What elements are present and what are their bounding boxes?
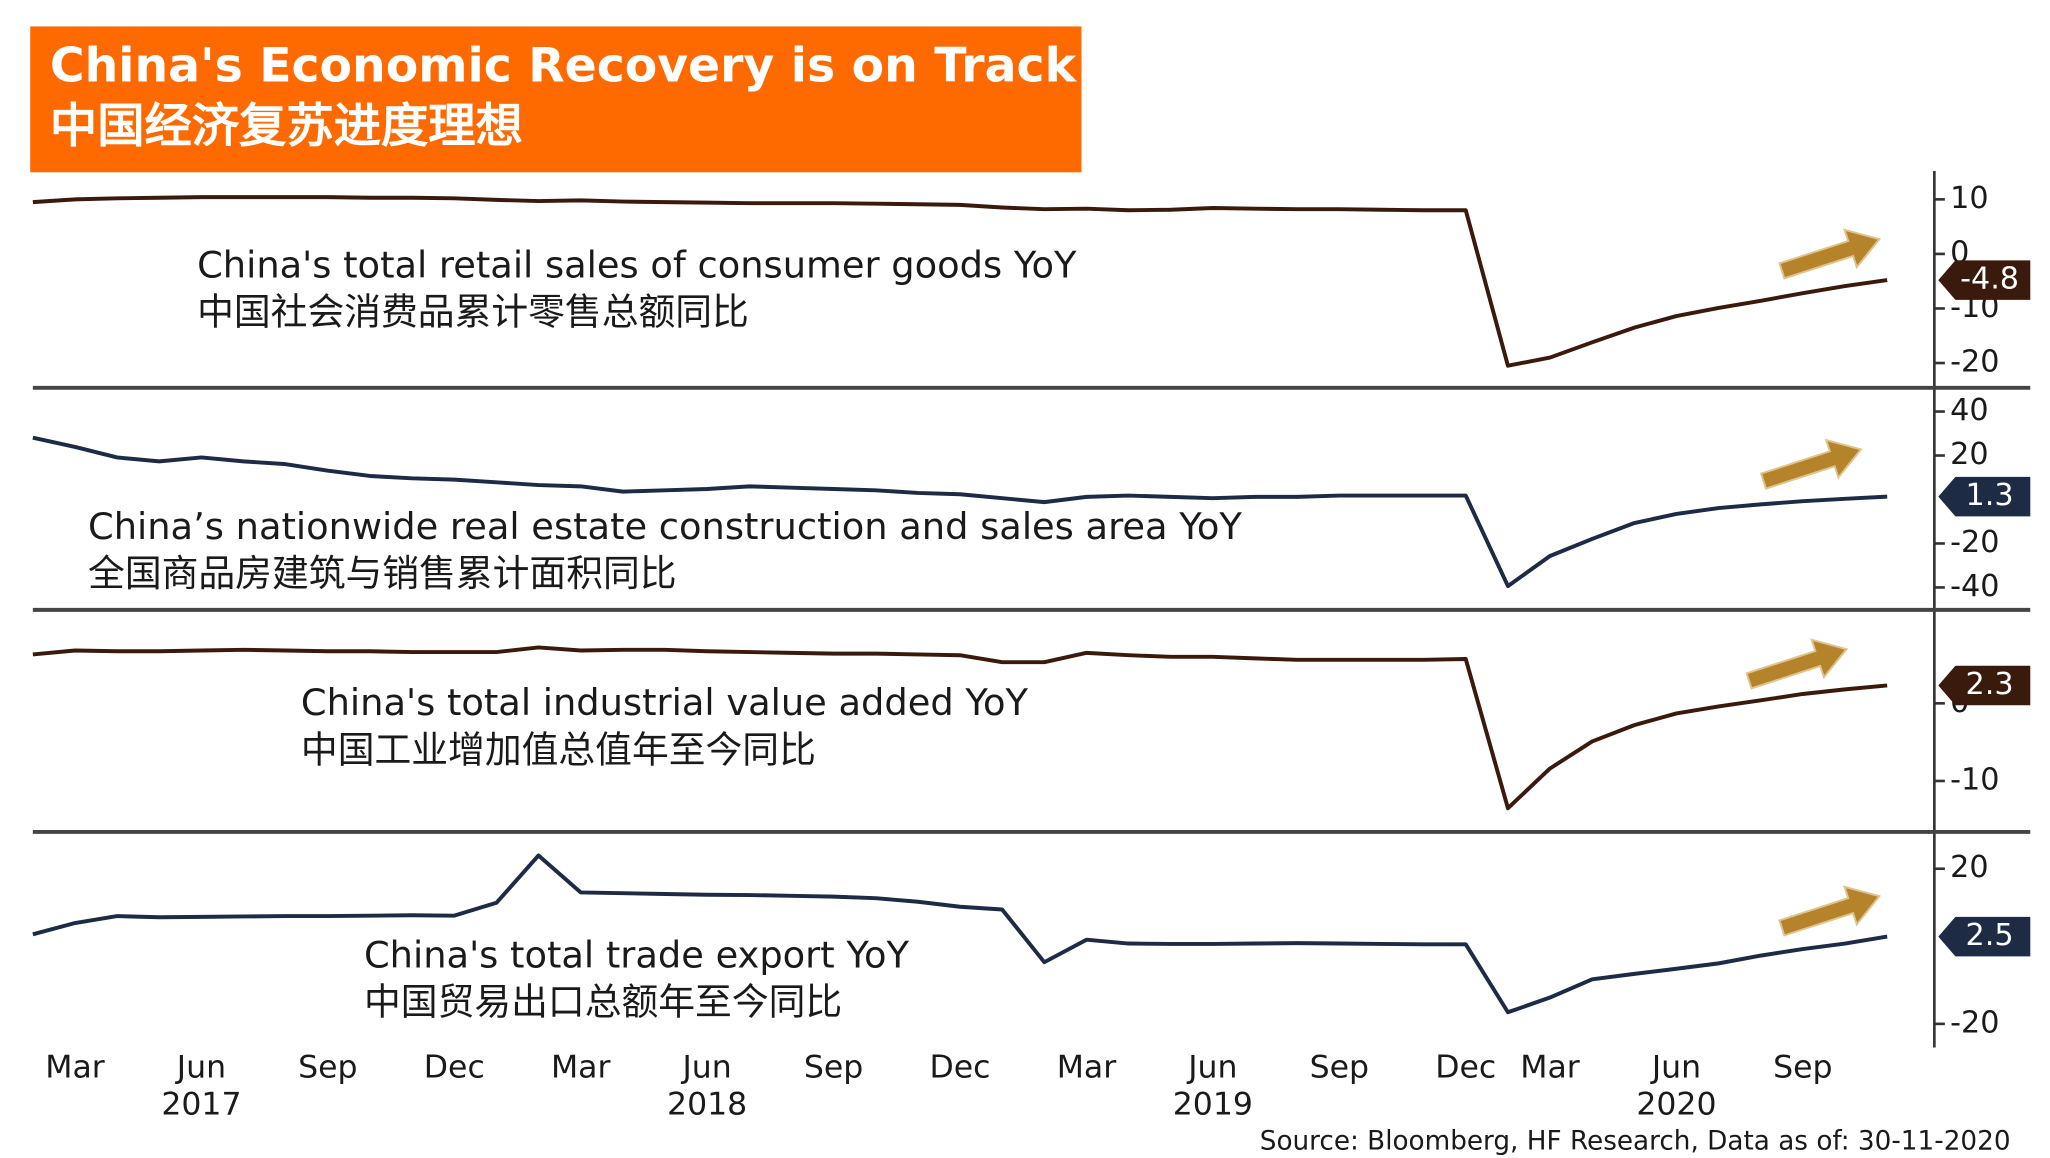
panel-subtitle: 中国社会消费品累计零售总额同比 <box>197 291 749 334</box>
y-tick-label: -20 <box>1950 1005 1999 1040</box>
panel-title: China's total industrial value added YoY <box>301 681 1029 724</box>
x-tick-label: Mar <box>45 1050 105 1086</box>
value-label-box <box>1938 476 2031 517</box>
header-subtitle: 中国经济复苏进度理想 <box>50 99 523 154</box>
y-tick-label: 20 <box>1950 437 1988 472</box>
y-tick-label: 20 <box>1950 850 1988 885</box>
arrow <box>1778 228 1882 280</box>
x-tick-label: Sep <box>1310 1050 1369 1086</box>
arrow <box>1778 885 1882 937</box>
panel-subtitle: 全国商品房建筑与销售累计面积同比 <box>88 552 677 595</box>
panel-title: China's total trade export YoY <box>364 933 909 976</box>
panel-subtitle: 中国工业增加值总值年至今同比 <box>301 728 816 771</box>
header-title: China's Economic Recovery is on Track <box>50 38 1078 93</box>
arrow <box>1745 638 1849 690</box>
value-label: 2.5 <box>1966 918 2014 953</box>
x-year-label: 2019 <box>1173 1086 1253 1122</box>
x-tick-label: Mar <box>551 1050 611 1086</box>
series-line <box>32 195 1888 368</box>
x-year-label: 2017 <box>161 1086 241 1122</box>
series-line <box>32 853 1888 1015</box>
value-label: 1.3 <box>1966 478 2014 513</box>
y-tick-label: -20 <box>1950 345 1999 380</box>
x-tick-label: Dec <box>424 1050 485 1086</box>
x-tick-label: Jun <box>1650 1050 1701 1086</box>
y-tick-label: -20 <box>1950 525 1999 560</box>
x-tick-label: Sep <box>298 1050 357 1086</box>
panel-subtitle: 中国贸易出口总额年至今同比 <box>364 981 842 1024</box>
header-box <box>30 26 1082 173</box>
x-tick-label: Sep <box>1773 1050 1832 1086</box>
x-tick-label: Mar <box>1520 1050 1580 1086</box>
y-tick-label: -10 <box>1950 762 1999 797</box>
x-tick-label: Mar <box>1057 1050 1117 1086</box>
source: Source: Bloomberg, HF Research, Data as … <box>1260 1127 2011 1157</box>
value-label: -4.8 <box>1960 262 2019 297</box>
value-label: 2.3 <box>1966 667 2014 702</box>
arrows <box>1745 228 1882 937</box>
series-line <box>32 645 1888 811</box>
value-label-box <box>1938 916 2031 957</box>
x-year-label: 2020 <box>1636 1086 1716 1122</box>
y-tick-label: 40 <box>1950 393 1988 428</box>
x-tick-label: Jun <box>1186 1050 1237 1086</box>
x-tick-label: Dec <box>930 1050 991 1086</box>
x-year-label: 2018 <box>667 1086 747 1122</box>
x-tick-label: Dec <box>1435 1050 1496 1086</box>
y-tick-label: 10 <box>1950 181 1988 216</box>
series-line <box>32 435 1888 589</box>
x-tick-label: Sep <box>804 1050 863 1086</box>
value-label-box <box>1938 260 2031 300</box>
x-tick-label: Jun <box>175 1050 226 1086</box>
value-label-box <box>1938 665 2031 706</box>
panel-title: China's total retail sales of consumer g… <box>197 243 1077 286</box>
panel-title: China’s nationwide real estate construct… <box>88 505 1242 548</box>
arrow <box>1759 438 1863 490</box>
y-tick-label: -40 <box>1950 569 1999 604</box>
x-tick-label: Jun <box>681 1050 732 1086</box>
